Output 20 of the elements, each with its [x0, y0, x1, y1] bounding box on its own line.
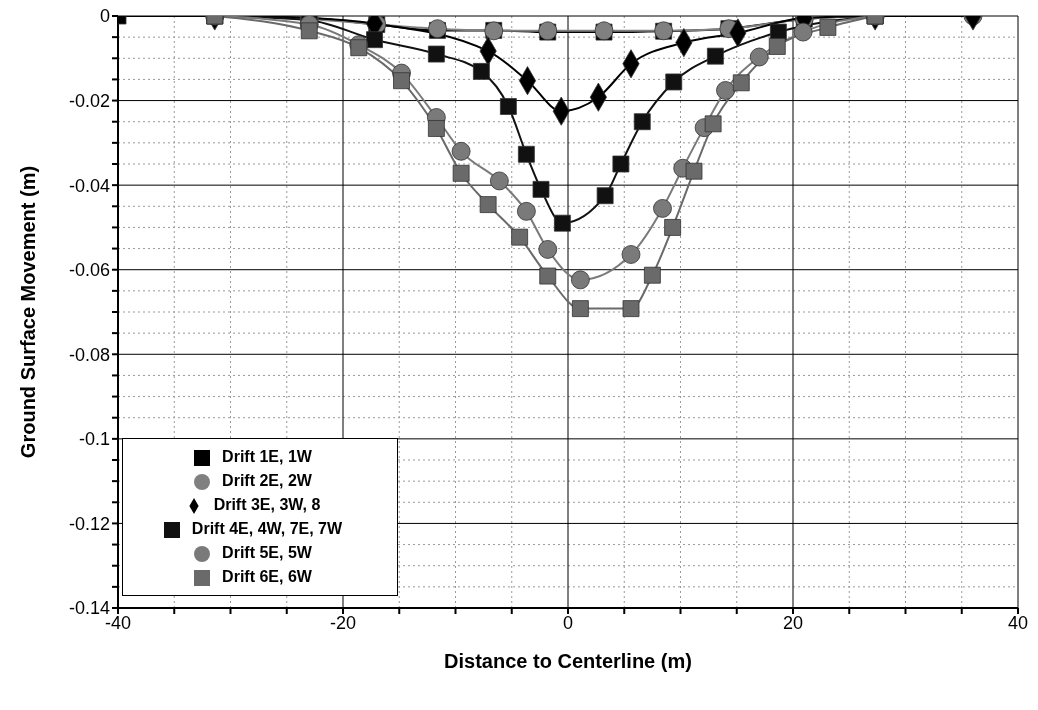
- legend-label: Drift 4E, 4W, 7E, 7W: [191, 520, 343, 537]
- y-tick-label: -0.08: [68, 344, 110, 365]
- legend-label: Drift 1E, 1W: [222, 448, 312, 465]
- y-tick-label: -0.12: [68, 513, 110, 534]
- legend-label: Drift 3E, 3W, 8: [213, 496, 321, 513]
- legend-label: Drift 2E, 2W: [222, 472, 312, 489]
- x-tick-label: 0: [562, 612, 574, 633]
- y-tick-label: -0.04: [68, 175, 110, 196]
- x-tick-label: 40: [1007, 612, 1029, 633]
- x-tick-label: -20: [329, 612, 357, 633]
- y-tick-label: 0: [99, 6, 110, 27]
- legend-label: Drift 6E, 6W: [222, 568, 312, 585]
- y-tick-label: -0.1: [78, 429, 110, 450]
- x-tick-label: 20: [782, 612, 804, 633]
- y-tick-label: -0.14: [68, 598, 110, 619]
- legend-label: Drift 5E, 5W: [222, 544, 312, 561]
- y-tick-label: -0.06: [68, 260, 110, 281]
- x-axis-title: Distance to Centerline (m): [444, 650, 692, 672]
- y-tick-label: -0.02: [68, 90, 110, 111]
- y-axis-title: Ground Surface Movement (m): [17, 165, 40, 459]
